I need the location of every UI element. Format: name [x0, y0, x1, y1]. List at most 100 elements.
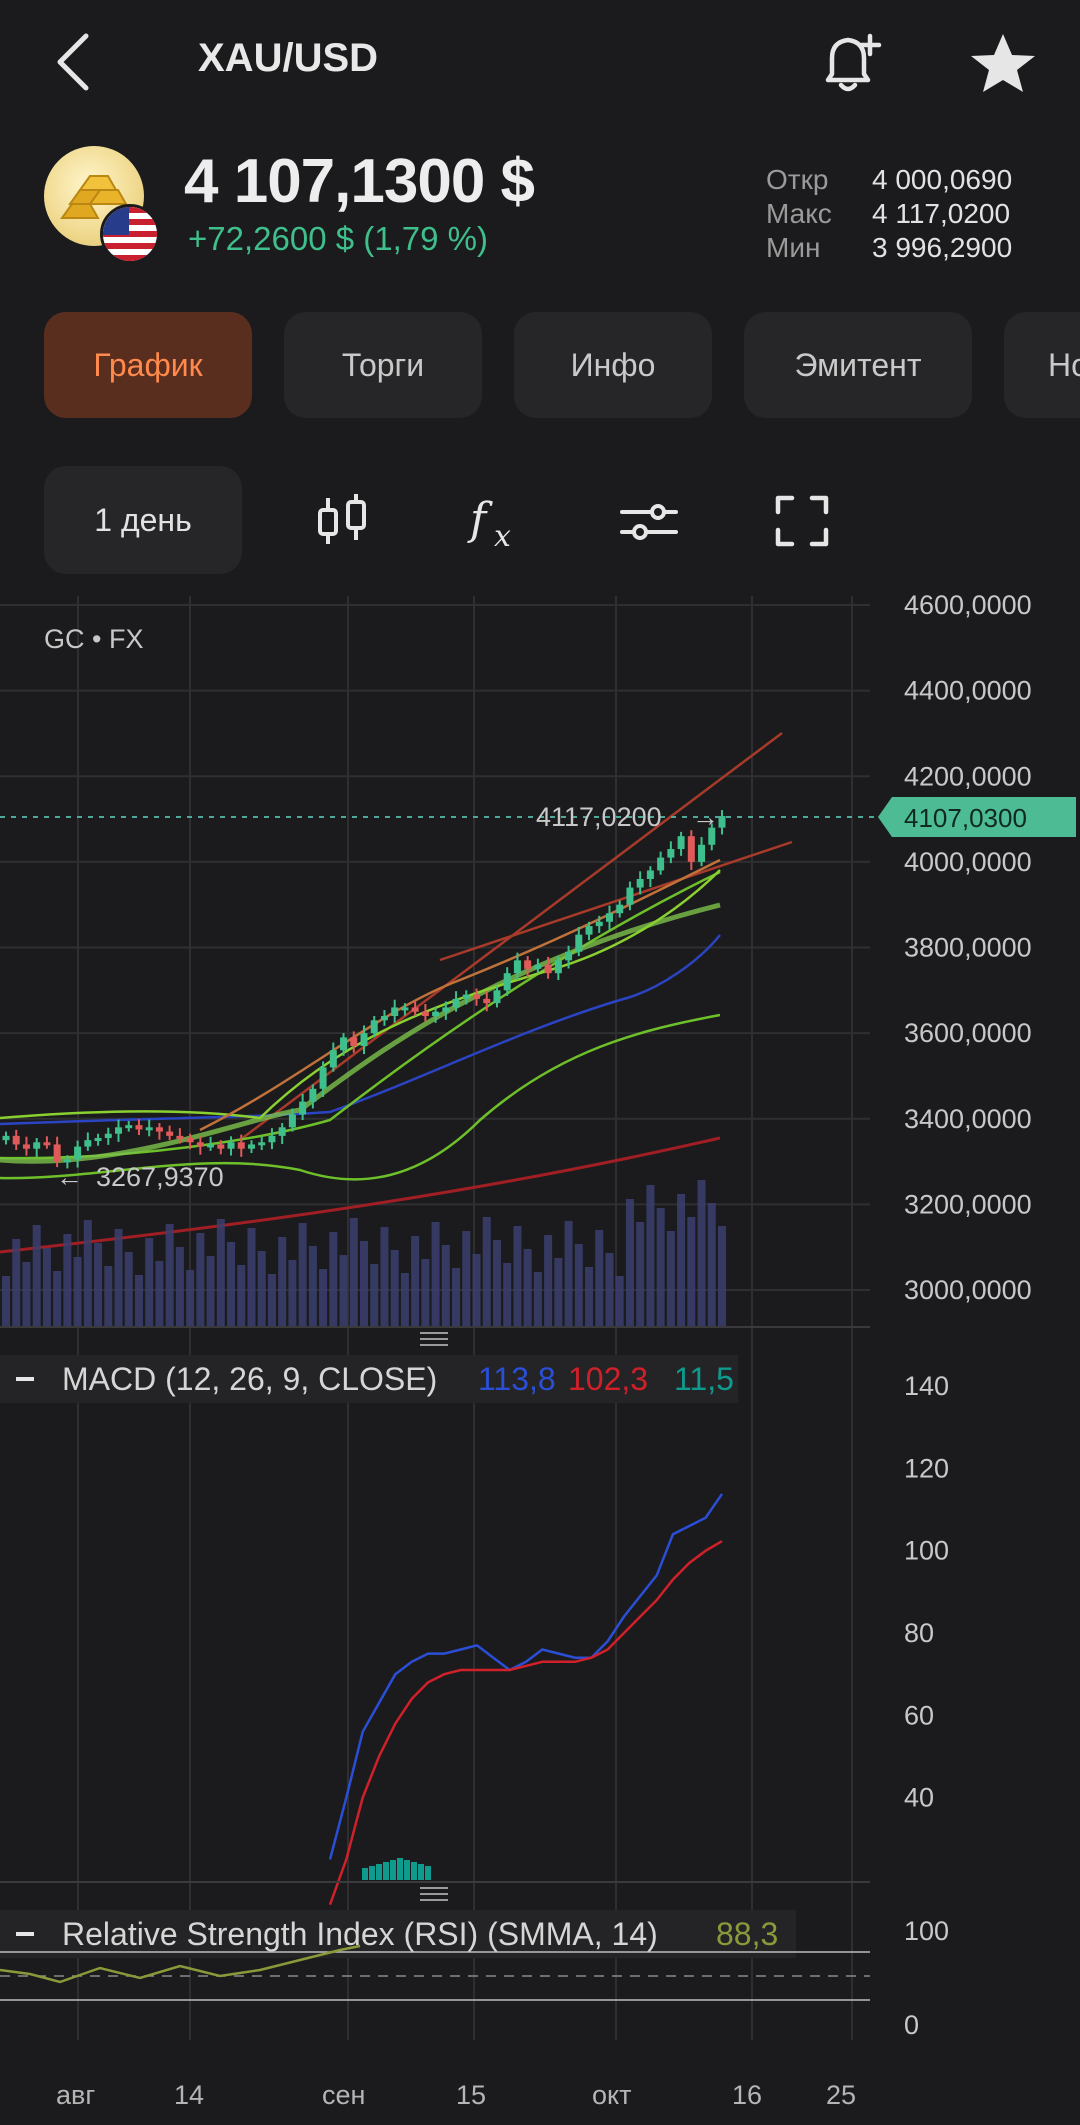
volume-bar: [134, 1275, 143, 1326]
time-axis-label: 16: [732, 2080, 762, 2110]
candle-body: [411, 1007, 419, 1012]
volume-bar: [380, 1227, 389, 1326]
macd-drag-handle-icon[interactable]: [420, 1332, 448, 1346]
volume-bar: [267, 1274, 276, 1326]
candle-body: [554, 960, 562, 974]
candle-body: [605, 913, 613, 922]
price-chart[interactable]: GC • FX 4117,0200 → ← 3267,9370 4107,030…: [0, 590, 1080, 2125]
page-title: XAU/USD: [198, 36, 379, 80]
rsi-drag-handle-icon[interactable]: [420, 1887, 448, 1901]
volume-bar: [452, 1268, 461, 1326]
bell-plus-icon[interactable]: [810, 28, 890, 98]
time-axis-label: 15: [456, 2080, 486, 2110]
candle-body: [718, 816, 726, 828]
candle-body: [22, 1144, 30, 1149]
volume-bar: [257, 1251, 266, 1326]
candle-body: [473, 994, 481, 999]
volume-bar: [400, 1273, 409, 1326]
time-axis-label: авг: [56, 2080, 95, 2110]
candle-body: [186, 1138, 194, 1143]
candle-body: [452, 998, 460, 1008]
volume-bar: [155, 1261, 164, 1326]
volume-bar: [114, 1229, 123, 1326]
price-axis-label: 3600,0000: [904, 1018, 1032, 1048]
candle-body: [135, 1125, 143, 1130]
open-label: Откр: [766, 164, 829, 195]
candle-body: [94, 1138, 102, 1142]
candle-body: [483, 998, 491, 1004]
volume-bar: [390, 1250, 399, 1326]
volume-bar: [656, 1208, 665, 1326]
macd-axis-label: 140: [904, 1371, 949, 1401]
low-value: 3 996,2900: [872, 232, 1013, 263]
volume-bar: [22, 1262, 31, 1326]
current-price-badge-label: 4107,0300: [904, 803, 1027, 833]
candle-body: [370, 1020, 378, 1034]
macd-lines: [328, 1493, 724, 1906]
macd-axis: 140 120 100 80 60 40: [904, 1371, 949, 1813]
candle-body: [12, 1135, 20, 1145]
candle-body: [401, 1007, 409, 1011]
rsi-value: 88,3: [716, 1916, 778, 1952]
candle-body: [503, 973, 511, 991]
volume-bar: [360, 1241, 368, 1326]
interval-selector[interactable]: 1 день: [44, 466, 242, 574]
macd-hist-value: 11,5: [674, 1361, 734, 1397]
volume-bar: [247, 1228, 256, 1326]
volume-bar: [288, 1260, 297, 1326]
function-icon[interactable]: f x: [454, 486, 534, 556]
price-axis-label: 3000,0000: [904, 1275, 1032, 1305]
settings-sliders-icon[interactable]: [610, 486, 690, 556]
fullscreen-icon[interactable]: [762, 486, 842, 556]
volume-bars: [2, 1180, 726, 1326]
tab-chart[interactable]: График: [44, 312, 252, 418]
us-flag-icon: [100, 204, 160, 264]
candle-body: [636, 879, 644, 888]
candle-body: [43, 1142, 51, 1146]
volume-bar: [319, 1269, 328, 1326]
candle-body: [278, 1127, 286, 1136]
macd-hist-bar: [418, 1864, 424, 1880]
tab-trades[interactable]: Торги: [284, 312, 482, 418]
max-price-label: 4117,0200: [536, 802, 662, 832]
candle-body: [350, 1037, 358, 1046]
macd-axis-label: 120: [904, 1453, 949, 1483]
volume-bar: [83, 1220, 92, 1326]
candles: [2, 810, 726, 1169]
high-label: Макс: [766, 198, 832, 229]
star-icon[interactable]: [966, 28, 1041, 98]
svg-text:f: f: [467, 494, 493, 545]
candle-body: [2, 1135, 10, 1141]
volume-bar: [687, 1217, 696, 1326]
candle-body: [207, 1144, 215, 1148]
volume-bar: [2, 1276, 10, 1326]
macd-signal-value: 102,3: [568, 1361, 648, 1397]
candle-body: [74, 1146, 82, 1160]
tab-issuer[interactable]: Эмитент: [744, 312, 972, 418]
back-icon[interactable]: [40, 22, 110, 102]
candle-body: [84, 1140, 92, 1147]
tab-info[interactable]: Инфо: [514, 312, 712, 418]
price-axis-label: 3200,0000: [904, 1189, 1032, 1219]
candle-body: [258, 1142, 266, 1146]
volume-bar: [482, 1217, 491, 1326]
macd-axis-label: 60: [904, 1700, 934, 1730]
min-price-label: 3267,9370: [96, 1162, 224, 1192]
time-axis: авг 14 сен 15 окт 16 25: [56, 2080, 856, 2110]
candle-body: [616, 904, 624, 914]
candle-body: [227, 1142, 235, 1149]
volume-bar: [585, 1267, 594, 1326]
candlestick-icon[interactable]: [302, 486, 382, 556]
volume-bar: [175, 1247, 184, 1326]
volume-bar: [533, 1272, 542, 1326]
candle-body: [391, 1007, 399, 1016]
volume-bar: [441, 1245, 450, 1326]
volume-bar: [165, 1224, 174, 1326]
candle-body: [421, 1011, 429, 1016]
price-axis-label: 4000,0000: [904, 847, 1032, 877]
tab-news[interactable]: Но: [1004, 312, 1080, 418]
candle-body: [237, 1142, 245, 1149]
volume-bar: [472, 1254, 481, 1326]
candle-body: [432, 1011, 440, 1016]
candle-body: [708, 827, 716, 845]
